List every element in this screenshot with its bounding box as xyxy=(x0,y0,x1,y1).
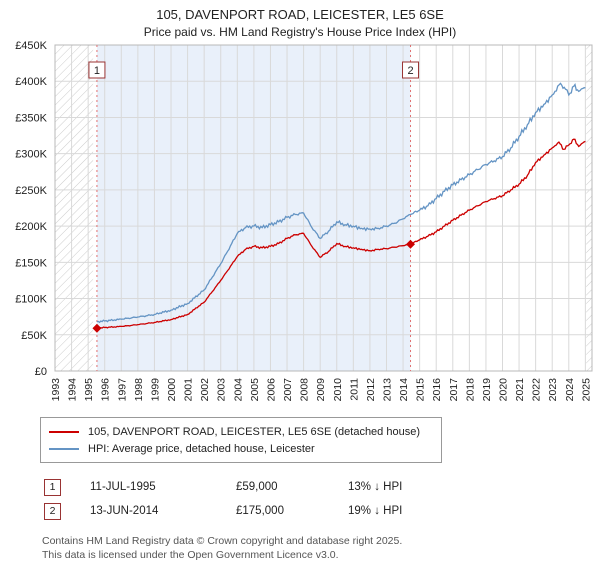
svg-text:2017: 2017 xyxy=(448,378,460,402)
hpi-line-swatch xyxy=(49,447,79,450)
sale-price-2: £175,000 xyxy=(236,505,284,517)
sale-flag-box-1 xyxy=(88,61,106,79)
svg-text:2024: 2024 xyxy=(564,378,576,402)
svg-text:1993: 1993 xyxy=(50,378,62,402)
svg-text:2018: 2018 xyxy=(464,378,476,402)
copyright-footer: Contains HM Land Registry data © Crown c… xyxy=(42,535,600,562)
sale-point-1 xyxy=(92,323,102,333)
svg-text:2014: 2014 xyxy=(398,378,410,402)
sale-hpi-diff-1: 13% ↓ HPI xyxy=(348,481,403,493)
sale-date-1: 11-JUL-1995 xyxy=(90,481,156,493)
svg-text:2022: 2022 xyxy=(531,378,543,402)
sale-date-2: 13-JUN-2014 xyxy=(90,505,159,517)
svg-text:1998: 1998 xyxy=(133,378,145,402)
sale-price-1: £59,000 xyxy=(236,481,278,493)
svg-text:2023: 2023 xyxy=(547,378,559,402)
property-line-swatch xyxy=(49,430,79,433)
svg-text:2006: 2006 xyxy=(265,378,277,402)
svg-text:1997: 1997 xyxy=(116,378,128,402)
svg-text:2016: 2016 xyxy=(431,378,443,402)
svg-text:2021: 2021 xyxy=(514,378,526,402)
svg-text:2011: 2011 xyxy=(348,378,360,401)
sale-hpi-diff-2: 19% ↓ HPI xyxy=(348,505,403,517)
svg-text:2007: 2007 xyxy=(282,378,294,402)
svg-text:2003: 2003 xyxy=(216,378,228,402)
svg-text:1999: 1999 xyxy=(149,378,161,402)
svg-text:2012: 2012 xyxy=(365,378,377,402)
property-price-line xyxy=(96,138,586,330)
sale-flag-label-2: 2 xyxy=(407,65,413,77)
x-axis-labels: 1993 1994 1995 1996 1997 1998 1999 2000 2001 2002… xyxy=(50,378,592,402)
no-data-hatch-2 xyxy=(586,45,592,371)
legend-label-property: 105, DAVENPORT ROAD, LEICESTER, LE5 6SE … xyxy=(88,425,420,438)
legend-item-property: 105, DAVENPORT ROAD, LEICESTER, LE5 6SE … xyxy=(49,423,433,440)
svg-text:£50K: £50K xyxy=(21,330,47,342)
svg-text:2004: 2004 xyxy=(232,378,244,402)
legend: 105, DAVENPORT ROAD, LEICESTER, LE5 6SE … xyxy=(40,417,442,463)
chart-title: 105, DAVENPORT ROAD, LEICESTER, LE5 6SE xyxy=(156,7,444,22)
svg-text:2002: 2002 xyxy=(199,378,211,402)
price-history-chart: 1 2 £0 £50K £100K £150K £200K £250K £300K £350K £4… xyxy=(15,41,593,402)
gridlines xyxy=(54,44,592,372)
svg-text:£0: £0 xyxy=(35,366,47,378)
no-data-hatch-1 xyxy=(55,45,94,371)
sale-row-2: 2 13-JUN-2014 £175,000 19% ↓ HPI xyxy=(44,499,600,523)
svg-text:2005: 2005 xyxy=(249,378,261,402)
svg-text:2015: 2015 xyxy=(415,378,427,402)
legend-item-hpi: HPI: Average price, detached house, Leic… xyxy=(49,440,433,457)
svg-text:2013: 2013 xyxy=(381,378,393,402)
svg-text:1994: 1994 xyxy=(67,378,79,402)
svg-text:£250K: £250K xyxy=(15,185,47,197)
chart-subtitle: Price paid vs. HM Land Registry's House … xyxy=(143,25,457,39)
svg-text:1996: 1996 xyxy=(100,378,112,402)
svg-text:2010: 2010 xyxy=(332,378,344,402)
svg-text:2000: 2000 xyxy=(166,378,178,402)
legend-label-hpi: HPI: Average price, detached house, Leic… xyxy=(88,442,315,455)
sale-marker-1: 1 xyxy=(44,478,61,496)
plot-border xyxy=(54,44,593,372)
svg-text:2020: 2020 xyxy=(498,378,510,402)
footer-line-1: Contains HM Land Registry data © Crown c… xyxy=(42,535,403,547)
svg-text:2001: 2001 xyxy=(183,378,195,402)
sales-list: 1 11-JUL-1995 £59,000 13% ↓ HPI 2 13-JUN… xyxy=(44,475,600,523)
svg-text:2008: 2008 xyxy=(299,378,311,402)
sale-flag-box-2 xyxy=(402,61,420,79)
svg-text:2019: 2019 xyxy=(481,378,493,402)
svg-text:£300K: £300K xyxy=(15,149,47,161)
y-axis-labels: £0 £50K £100K £150K £200K £250K £300K £350K £400… xyxy=(15,41,47,378)
svg-text:£100K: £100K xyxy=(15,294,47,306)
svg-text:2009: 2009 xyxy=(315,378,327,402)
footer-line-2: This data is licensed under the Open Gov… xyxy=(42,548,339,561)
svg-text:£150K: £150K xyxy=(15,257,47,269)
svg-text:2025: 2025 xyxy=(580,378,592,402)
svg-text:£200K: £200K xyxy=(15,221,47,233)
svg-text:1995: 1995 xyxy=(83,378,95,402)
svg-text:£450K: £450K xyxy=(15,41,47,52)
sale-row-1: 1 11-JUL-1995 £59,000 13% ↓ HPI xyxy=(44,475,600,499)
sale-flag-label-1: 1 xyxy=(94,65,100,77)
hpi-line xyxy=(96,82,586,324)
svg-text:£350K: £350K xyxy=(15,112,47,124)
sale-marker-2: 2 xyxy=(44,502,61,520)
svg-text:£400K: £400K xyxy=(15,76,47,88)
sale-point-2 xyxy=(406,239,416,249)
